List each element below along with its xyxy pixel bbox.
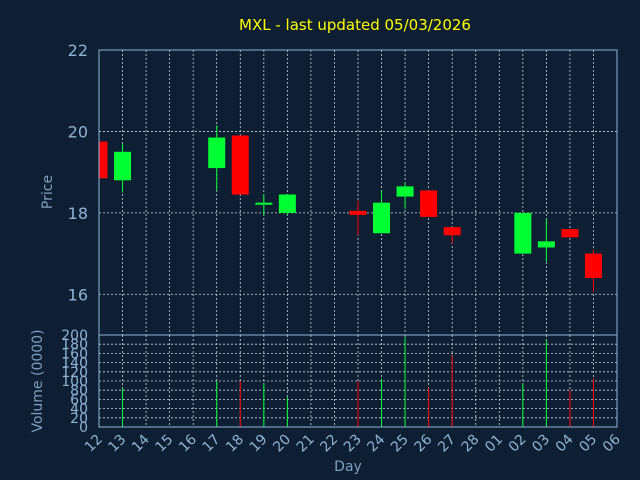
- candle-body: [114, 151, 132, 181]
- volume-tick-label: 160: [61, 346, 88, 362]
- volume-tick-label: 180: [61, 337, 88, 353]
- chart-title: MXL - last updated 05/03/2026: [239, 16, 471, 34]
- volume-tick-label: 80: [70, 383, 88, 399]
- volume-tick-label: 200: [61, 328, 88, 344]
- candle-body: [278, 194, 296, 213]
- volume-axis-label: Volume (0000): [30, 329, 46, 432]
- volume-tick-label: 100: [61, 374, 88, 390]
- volume-tick-label: 140: [61, 356, 88, 372]
- price-gridlines: [98, 49, 618, 335]
- price-tick-label: 20: [68, 122, 88, 141]
- price-tick-label: 22: [68, 41, 88, 60]
- volume-panel-border: [98, 334, 618, 428]
- candle-body: [99, 141, 108, 179]
- candle-body: [396, 186, 414, 197]
- candle-body: [255, 202, 273, 205]
- volume-tick-label: 40: [70, 402, 88, 418]
- x-axis-ticks: 12 13 14 15 16 17 18 19 20 21 22 23 24 25 26 27 28 01 02 03…: [82, 431, 624, 455]
- price-tick-label: 18: [68, 204, 88, 223]
- candle-body: [584, 253, 602, 278]
- volume-tick-label: 20: [70, 411, 88, 427]
- candle-body: [514, 212, 532, 254]
- candle-body: [561, 229, 579, 238]
- candle-body: [208, 137, 226, 169]
- price-tick-label: 16: [68, 285, 88, 304]
- candle-body: [443, 227, 461, 236]
- x-axis-label: Day: [334, 459, 362, 475]
- price-axis-label: Price: [40, 175, 56, 209]
- volume-tick-label: 0: [79, 420, 88, 436]
- candle-body: [373, 202, 391, 234]
- volume-bars-layer: [122, 337, 594, 427]
- volume-tick-label: 60: [70, 392, 88, 408]
- candles-layer: [98, 125, 602, 293]
- candle-body: [537, 241, 555, 248]
- candle-body: [420, 190, 438, 217]
- volume-tick-label: 120: [61, 365, 88, 381]
- price-axis-ticks: 16 18 20 22: [68, 41, 88, 304]
- candle-body: [231, 135, 249, 195]
- candle-body: [349, 210, 367, 215]
